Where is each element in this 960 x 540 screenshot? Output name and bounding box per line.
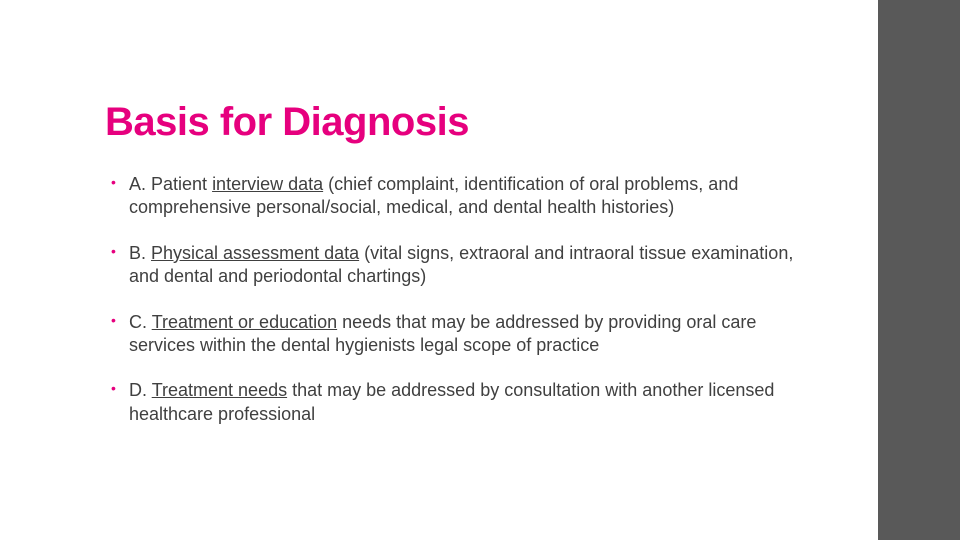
bullet-list: A. Patient interview data (chief complai…: [105, 173, 818, 426]
bullet-underlined: Treatment needs: [152, 380, 287, 400]
sidebar-accent: [878, 0, 960, 540]
bullet-item: A. Patient interview data (chief complai…: [111, 173, 818, 220]
bullet-prefix: C.: [129, 312, 152, 332]
bullet-underlined: interview data: [212, 174, 323, 194]
bullet-underlined: Physical assessment data: [151, 243, 359, 263]
slide-title: Basis for Diagnosis: [105, 100, 818, 145]
bullet-prefix: D.: [129, 380, 152, 400]
bullet-prefix: B.: [129, 243, 151, 263]
bullet-item: C. Treatment or education needs that may…: [111, 311, 818, 358]
bullet-prefix: A. Patient: [129, 174, 212, 194]
bullet-item: D. Treatment needs that may be addressed…: [111, 379, 818, 426]
bullet-underlined: Treatment or education: [152, 312, 337, 332]
bullet-item: B. Physical assessment data (vital signs…: [111, 242, 818, 289]
content-area: Basis for Diagnosis A. Patient interview…: [0, 0, 878, 540]
slide: Basis for Diagnosis A. Patient interview…: [0, 0, 960, 540]
